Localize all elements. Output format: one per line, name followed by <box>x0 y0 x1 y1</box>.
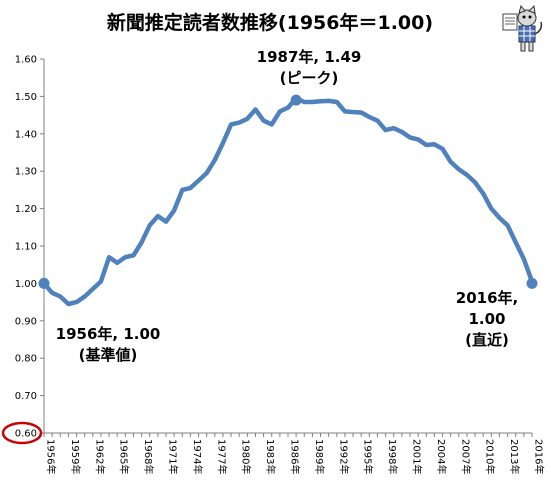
annotations: 1956年, 1.00 (基準値) 1987年, 1.49 (ピーク) 2016年, 1.… <box>38 48 538 364</box>
x-tick-label: 2010年 <box>484 439 497 474</box>
annotation-label: (直近) <box>465 331 509 349</box>
annotation-label: (基準値) <box>79 346 138 364</box>
x-tick-label: 1971年 <box>167 439 180 474</box>
x-tick-label: 1992年 <box>337 439 350 474</box>
x-tick-label: 1995年 <box>362 439 375 474</box>
x-tick-label: 1977年 <box>215 439 228 474</box>
annotation-marker <box>290 94 302 106</box>
x-tick-label: 2013年 <box>508 439 521 474</box>
x-tick-label: 1962年 <box>93 439 106 474</box>
x-tick-label: 2016年 <box>533 439 546 474</box>
x-tick-label: 1983年 <box>264 439 277 474</box>
annotation-marker <box>526 277 538 289</box>
annotation-label: (ピーク) <box>280 69 339 87</box>
x-tick-label: 2007年 <box>459 439 472 474</box>
mascot-reading-newspaper-icon <box>502 4 543 52</box>
y-tick-label: 1.00 <box>15 279 37 290</box>
y-tick-label: 1.30 <box>15 167 37 178</box>
x-tick-label: 1980年 <box>240 439 253 474</box>
x-tick-label: 2004年 <box>435 439 448 474</box>
chart-title: 新聞推定読者数推移(1956年＝1.00) <box>107 11 433 34</box>
annotation-label: 1956年, 1.00 <box>56 325 161 343</box>
annotation-label: 1.00 <box>468 310 505 328</box>
x-tick-label: 1968年 <box>142 439 155 474</box>
series-line <box>41 96 535 307</box>
annotation-label: 1987年, 1.49 <box>257 48 362 66</box>
annotation-marker <box>38 277 50 289</box>
x-axis: 1956年 1959年 1962年 1965年 1968年 1971年 1974年 1977年… <box>43 432 546 474</box>
x-tick-label: 1986年 <box>289 439 302 474</box>
y-axis: 0.60 0.70 0.80 0.90 1.00 1.10 1.20 1.30 1.40 1.50… <box>1 55 45 445</box>
y-tick-label: 0.70 <box>15 391 37 402</box>
series-line-group <box>41 96 535 307</box>
y-tick-label: 1.10 <box>15 242 37 253</box>
x-tick-label: 1989年 <box>313 439 326 474</box>
x-tick-label: 2001年 <box>411 439 424 474</box>
annotation-label: 2016年, <box>456 289 518 307</box>
y-tick-label: 1.20 <box>15 204 37 215</box>
x-tick-label: 1956年 <box>45 439 58 474</box>
y-tick-label: 0.60 <box>15 429 37 440</box>
x-tick-label: 1974年 <box>191 439 204 474</box>
x-tick-label: 1959年 <box>69 439 82 474</box>
y-tick-label: 1.60 <box>15 55 37 66</box>
y-tick-label: 1.40 <box>15 129 37 140</box>
x-tick-label: 1965年 <box>118 439 131 474</box>
y-tick-label: 0.90 <box>15 316 37 327</box>
y-tick-label: 1.50 <box>15 92 37 103</box>
y-tick-label: 0.80 <box>15 354 37 365</box>
x-tick-label: 1998年 <box>386 439 399 474</box>
highlight-circle <box>1 421 43 445</box>
